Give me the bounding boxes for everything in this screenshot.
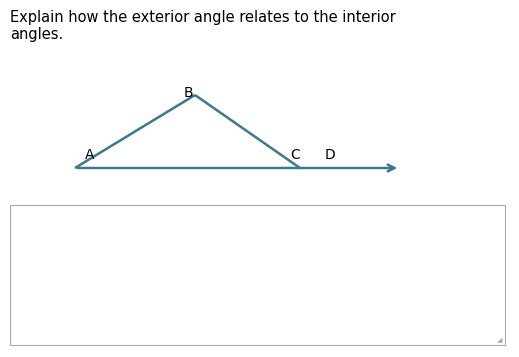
Text: D: D [324, 148, 335, 162]
Text: A: A [85, 148, 95, 162]
Text: C: C [290, 148, 300, 162]
Text: Explain how the exterior angle relates to the interior
angles.: Explain how the exterior angle relates t… [10, 10, 396, 42]
Text: ◢: ◢ [497, 337, 502, 343]
Bar [10, 205, 505, 345]
Text: B: B [183, 86, 193, 100]
